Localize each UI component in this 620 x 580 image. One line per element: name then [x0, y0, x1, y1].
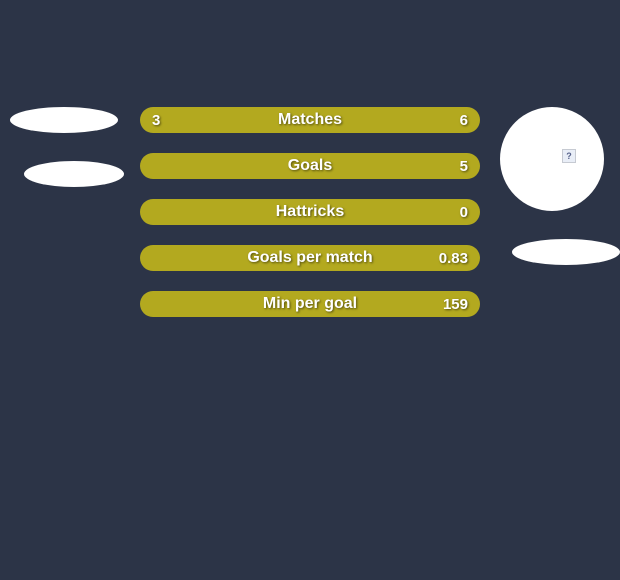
stat-bar: Min per goal159 [140, 291, 480, 317]
comparison-region: ? Matches3 6 Goals5 Hattricks0 Goals per mat… [0, 107, 620, 317]
stat-bar-right-value: 6 [460, 107, 468, 133]
stat-bar-left-value: 3 [152, 107, 160, 133]
stat-bar-label: Min per goal [140, 291, 480, 317]
stat-bar: Goals per match0.83 [140, 245, 480, 271]
placeholder-badge-icon: ? [562, 149, 576, 163]
stat-bar-label: Goals per match [140, 245, 480, 271]
stat-bar-right-value: 159 [443, 291, 468, 317]
stat-bar: Hattricks0 [140, 199, 480, 225]
deco-ellipse [24, 161, 124, 187]
deco-ellipse [10, 107, 118, 133]
stat-bar-label: Matches [140, 107, 480, 133]
stat-bar: Matches3 6 [140, 107, 480, 133]
stat-bar: Goals5 [140, 153, 480, 179]
stat-bar-label: Goals [140, 153, 480, 179]
deco-circle [500, 107, 604, 211]
deco-ellipse [512, 239, 620, 265]
stat-bar-right-value: 5 [460, 153, 468, 179]
stat-bar-right-value: 0 [460, 199, 468, 225]
stat-bar-label: Hattricks [140, 199, 480, 225]
stat-bar-right-value: 0.83 [439, 245, 468, 271]
stat-bars: Matches3 6 Goals5 Hattricks0 Goals per match… [140, 107, 480, 317]
